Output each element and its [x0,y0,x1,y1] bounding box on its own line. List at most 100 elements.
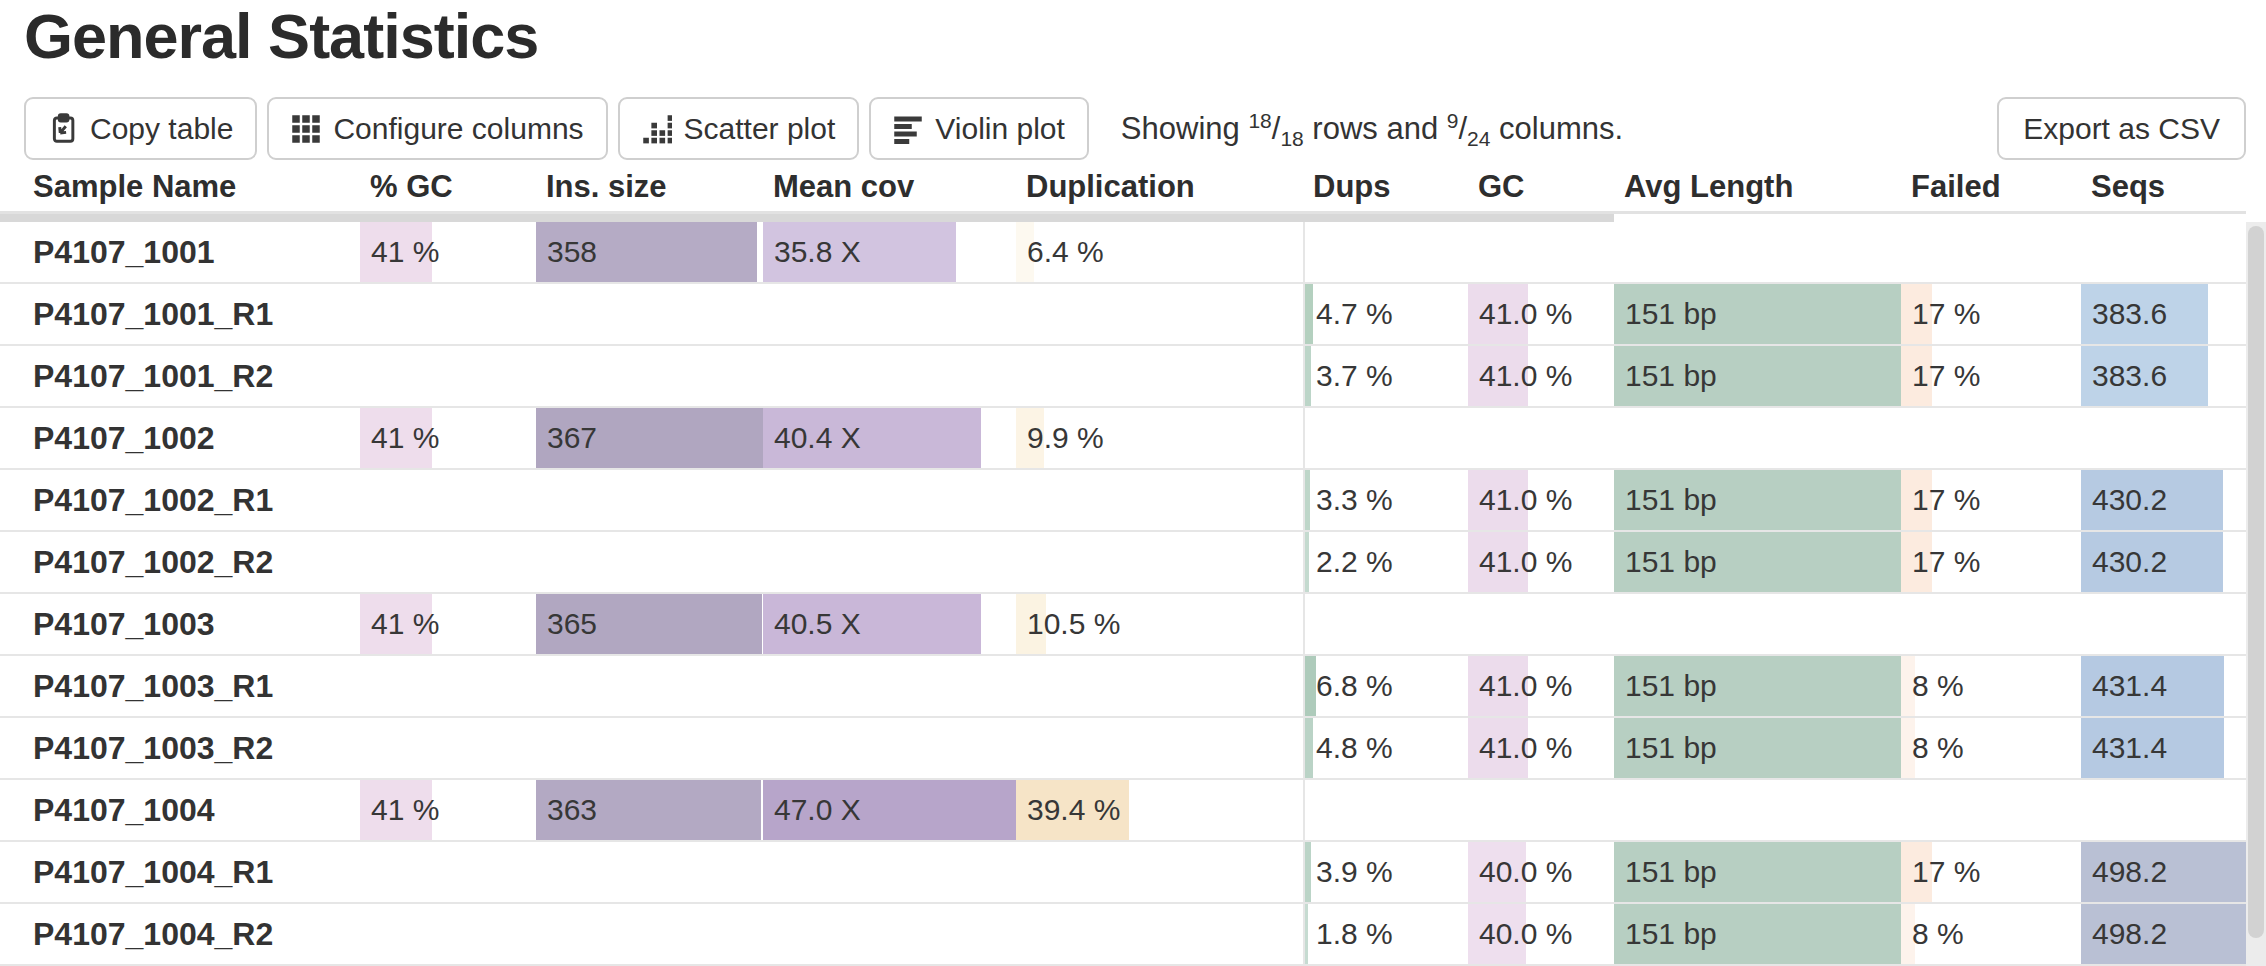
cell-failed [1901,594,2081,654]
cell-failed [1901,780,2081,840]
sample-name-cell: P4107_1004 [0,780,360,840]
cell-value: 8 % [1901,917,1964,951]
cell-dups [1303,594,1468,654]
cell-failed: 17 % [1901,346,2081,406]
sample-name-cell: P4107_1002 [0,408,360,468]
copy-table-label: Copy table [90,112,233,146]
cell-dups: 3.3 % [1303,470,1468,530]
cell-gc [360,904,536,964]
configure-columns-label: Configure columns [333,112,583,146]
cell-value: 1.8 % [1305,917,1393,951]
column-header-cov[interactable]: Mean cov [763,169,1016,211]
table-row: P4107_1004_R13.9 %40.0 %151 bp17 %498.2 [0,842,2246,904]
cell-value: 9.9 % [1016,421,1104,455]
cell-len: 151 bp [1614,284,1901,344]
cell-gc2: 41.0 % [1468,284,1614,344]
cell-value: 8 % [1901,669,1964,703]
cell-value: 3.3 % [1305,483,1393,517]
cell-value: 40.4 X [763,421,861,455]
cell-seqs [2081,408,2246,468]
cell-cov: 35.8 X [763,222,1016,282]
table-row: P4107_100241 % 367 40.4 X 9.9 % [0,408,2246,470]
cell-value: 430.2 [2081,545,2167,579]
vertical-scrollbar-thumb[interactable] [2248,226,2264,938]
cell-value: 151 bp [1614,545,1717,579]
cell-value: 41 % [360,421,439,455]
cell-value: 17 % [1901,297,1980,331]
cell-value: 2.2 % [1305,545,1393,579]
sample-name-cell: P4107_1004_R2 [0,904,360,964]
cell-value: 41.0 % [1468,731,1572,765]
cell-dup: 9.9 % [1016,408,1303,468]
cell-value: 6.4 % [1016,235,1104,269]
column-header-dup[interactable]: Duplication [1016,169,1303,211]
cell-len: 151 bp [1614,842,1901,902]
cell-dup [1016,470,1303,530]
column-header-sample[interactable]: Sample Name [0,169,360,211]
cell-value: 41 % [360,607,439,641]
cell-len: 151 bp [1614,718,1901,778]
cell-cov: 40.5 X [763,594,1016,654]
cell-dups: 2.2 % [1303,532,1468,592]
table-row: P4107_100141 %35835.8 X6.4 % [0,222,2246,284]
scatter-plot-button[interactable]: Scatter plot [618,97,860,160]
cell-value: 151 bp [1614,359,1717,393]
cell-ins [536,904,763,964]
cell-value: 17 % [1901,483,1980,517]
cell-seqs: 430.2 [2081,532,2246,592]
cell-cov [763,284,1016,344]
cell-len: 151 bp [1614,346,1901,406]
cell-gc [360,470,536,530]
cell-value: 40.5 X [763,607,861,641]
configure-columns-button[interactable]: Configure columns [267,97,607,160]
cell-gc2: 41.0 % [1468,470,1614,530]
cell-dup [1016,842,1303,902]
cell-value: 10.5 % [1016,607,1120,641]
table-row: P4107_1003_R24.8 %41.0 %151 bp8 %431.4 [0,718,2246,780]
cell-ins: 363 [536,780,763,840]
cell-value: 17 % [1901,855,1980,889]
scatter-plot-icon [642,114,672,144]
cell-value: 3.9 % [1305,855,1393,889]
cell-failed [1901,408,2081,468]
cell-failed: 17 % [1901,284,2081,344]
violin-plot-label: Violin plot [935,112,1065,146]
cell-len [1614,780,1901,840]
cell-seqs [2081,780,2246,840]
column-header-failed[interactable]: Failed [1901,169,2081,211]
vertical-scrollbar-track[interactable] [2246,222,2266,966]
sample-name-cell: P4107_1003_R2 [0,718,360,778]
cell-len [1614,408,1901,468]
table-row: P4107_100341 %36540.5 X10.5 % [0,594,2246,656]
cell-value: 41.0 % [1468,297,1572,331]
cell-len [1614,222,1901,282]
violin-plot-icon [893,114,923,144]
cell-ins [536,470,763,530]
sample-name-cell: P4107_1002_R1 [0,470,360,530]
column-header-gc2[interactable]: GC [1468,169,1614,211]
cell-value: 40.0 % [1468,855,1572,889]
violin-plot-button[interactable]: Violin plot [869,97,1089,160]
cell-gc2 [1468,594,1614,654]
column-header-ins[interactable]: Ins. size [536,169,763,211]
column-header-gc[interactable]: % GC [360,169,536,211]
cell-value: 358 [536,235,597,269]
cell-len: 151 bp [1614,532,1901,592]
column-header-len[interactable]: Avg Length [1614,169,1901,211]
export-csv-button[interactable]: Export as CSV [1997,97,2246,160]
cell-value: 6.8 % [1305,669,1393,703]
copy-table-button[interactable]: Copy table [24,97,257,160]
cell-len: 151 bp [1614,656,1901,716]
cell-value: 367 [536,421,597,455]
column-header-seqs[interactable]: Seqs [2081,169,2246,211]
cell-failed: 8 % [1901,656,2081,716]
column-header-dups[interactable]: Dups [1303,169,1468,211]
page-title: General Statistics [24,0,538,72]
cell-failed [1901,222,2081,282]
cell-ins [536,656,763,716]
cell-value: 40.0 % [1468,917,1572,951]
cell-dups: 1.8 % [1303,904,1468,964]
cell-value: 41 % [360,793,439,827]
cell-gc2: 40.0 % [1468,842,1614,902]
header-scroll-band [0,214,1614,222]
